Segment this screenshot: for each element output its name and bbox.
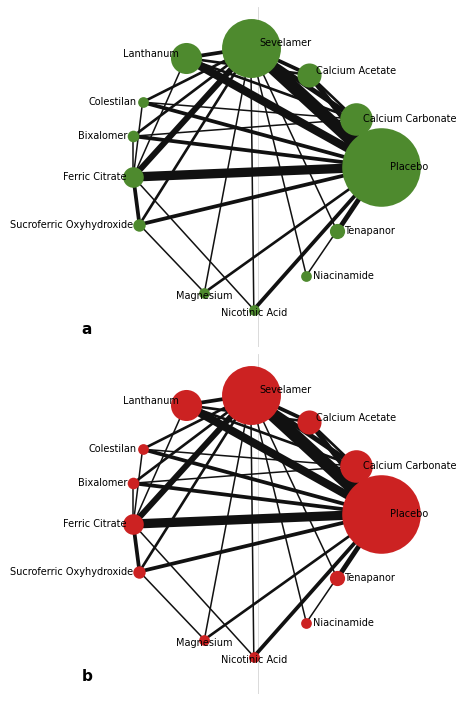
Point <box>182 53 190 64</box>
Point <box>247 389 255 400</box>
Point <box>247 42 255 53</box>
Point <box>302 270 310 281</box>
Point <box>182 400 190 411</box>
Point <box>250 651 257 662</box>
Text: Lanthanum: Lanthanum <box>123 396 179 406</box>
Point <box>136 566 143 577</box>
Text: Sucroferric Oxyhydroxide: Sucroferric Oxyhydroxide <box>10 566 133 577</box>
Point <box>302 617 310 628</box>
Point <box>377 161 384 172</box>
Text: a: a <box>82 322 92 336</box>
Text: Ferric Citrate: Ferric Citrate <box>63 519 127 529</box>
Text: Colestilan: Colestilan <box>88 97 137 107</box>
Text: Magnesium: Magnesium <box>176 291 233 301</box>
Point <box>306 69 313 81</box>
Text: b: b <box>82 669 92 684</box>
Text: Niacinamide: Niacinamide <box>312 618 374 627</box>
Point <box>139 97 146 108</box>
Text: Bixalomer: Bixalomer <box>78 131 127 141</box>
Text: Sevelamer: Sevelamer <box>260 38 312 48</box>
Point <box>129 519 137 530</box>
Text: Placebo: Placebo <box>391 162 428 172</box>
Text: Calcium Acetate: Calcium Acetate <box>316 66 396 76</box>
Text: Ferric Citrate: Ferric Citrate <box>63 172 127 182</box>
Text: Calcium Carbonate: Calcium Carbonate <box>363 461 456 471</box>
Point <box>201 287 208 298</box>
Point <box>334 573 341 584</box>
Point <box>136 219 143 230</box>
Text: Tenapanor: Tenapanor <box>344 226 394 236</box>
Point <box>334 226 341 237</box>
Text: Magnesium: Magnesium <box>176 638 233 648</box>
Point <box>352 114 360 125</box>
Point <box>129 171 137 182</box>
Text: Calcium Carbonate: Calcium Carbonate <box>363 114 456 124</box>
Text: Bixalomer: Bixalomer <box>78 478 127 488</box>
Point <box>377 508 384 519</box>
Text: Nicotinic Acid: Nicotinic Acid <box>221 308 287 318</box>
Text: Calcium Acetate: Calcium Acetate <box>316 413 396 423</box>
Text: Tenapanor: Tenapanor <box>344 573 394 583</box>
Text: Placebo: Placebo <box>391 509 428 519</box>
Point <box>250 304 257 315</box>
Text: Lanthanum: Lanthanum <box>123 49 179 59</box>
Text: Colestilan: Colestilan <box>88 444 137 454</box>
Point <box>352 461 360 472</box>
Point <box>129 130 137 142</box>
Point <box>139 444 146 455</box>
Text: Sucroferric Oxyhydroxide: Sucroferric Oxyhydroxide <box>10 219 133 230</box>
Point <box>129 477 137 489</box>
Point <box>201 634 208 645</box>
Text: Nicotinic Acid: Nicotinic Acid <box>221 655 287 665</box>
Text: Sevelamer: Sevelamer <box>260 385 312 395</box>
Point <box>306 416 313 428</box>
Text: Niacinamide: Niacinamide <box>312 271 374 280</box>
